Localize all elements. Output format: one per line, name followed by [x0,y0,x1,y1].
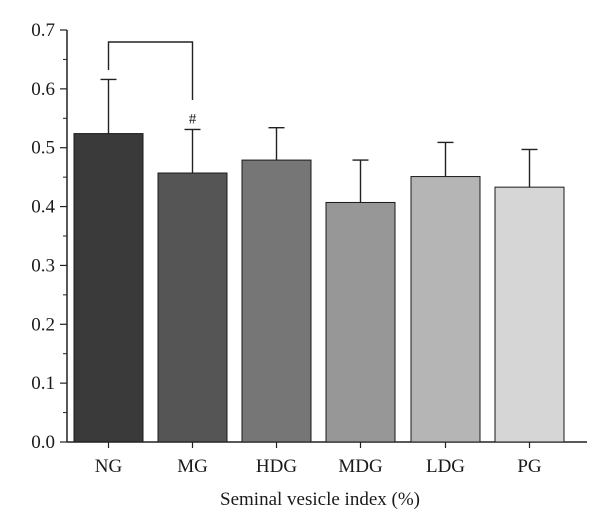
bar-ng [73,133,144,443]
y-tick-label: 0.2 [31,314,55,335]
significance-bracket [107,41,194,100]
y-tick-label: 0.6 [31,79,55,100]
bar-pg [494,186,565,443]
x-tick-label: MDG [338,456,383,477]
y-tick-label: 0.4 [31,197,55,218]
bar-mdg [325,201,396,443]
plot-area: 0.0 0.1 0.2 0.3 0.4 0.5 0.6 0.7 NG MG HDG MDG LDG PG # [31,20,587,477]
y-tick-label: 0.3 [31,255,55,276]
y-tick-label: 0.0 [31,432,55,453]
bar-ldg [410,176,481,443]
x-axis-label: Seminal vesicle index (%) [220,489,420,510]
bar-mg [157,172,228,443]
significance-marker: # [189,111,197,127]
bar-hdg [241,159,312,443]
x-tick-label: MG [177,456,208,477]
y-tick-label: 0.1 [31,373,55,394]
x-tick-label: PG [517,456,542,477]
y-tick-label: 0.7 [31,20,55,41]
x-tick-label: NG [95,456,123,477]
x-tick-label: LDG [426,456,465,477]
x-tick-label: HDG [256,456,297,477]
y-tick-label: 0.5 [31,138,55,159]
